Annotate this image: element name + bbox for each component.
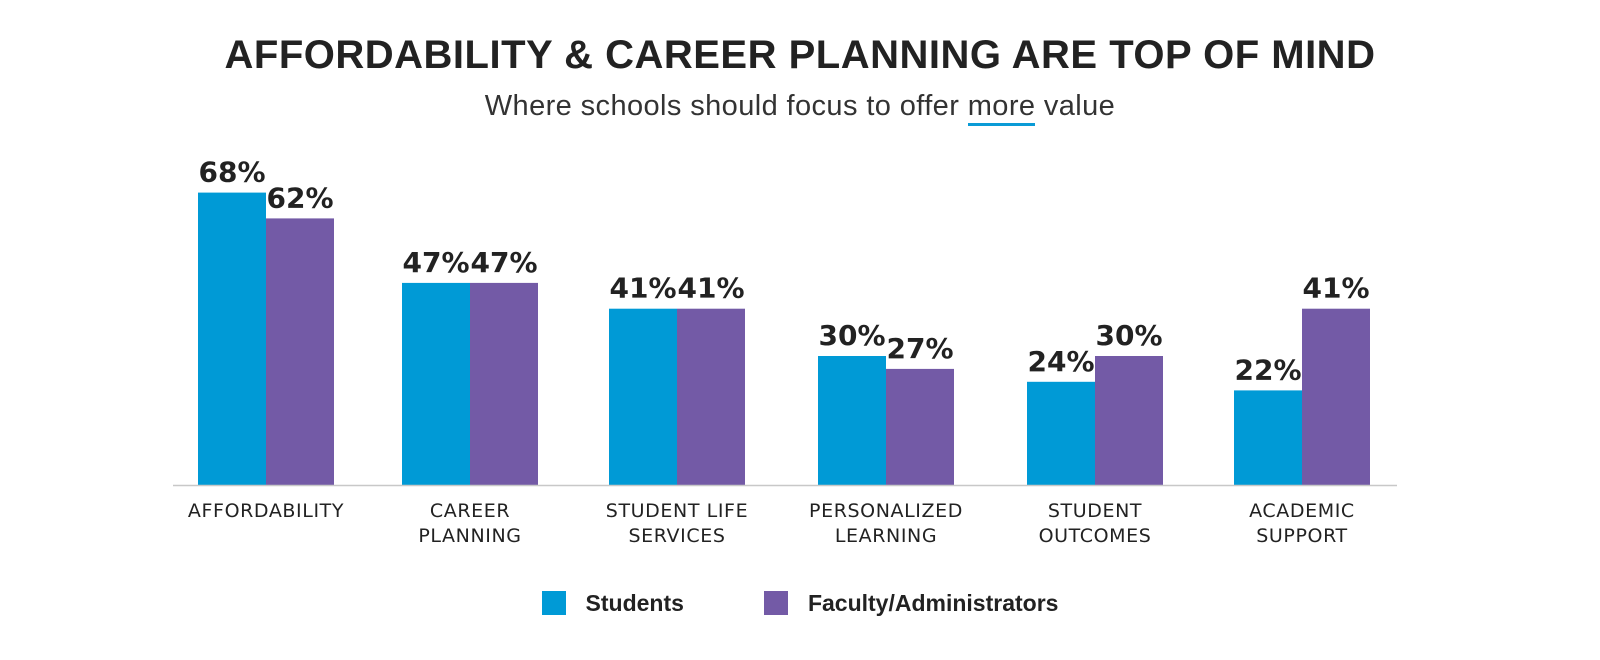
legend: Students Faculty/Administrators <box>0 585 1600 621</box>
legend-item-faculty: Faculty/Administrators <box>763 589 1059 617</box>
legend-swatch-students <box>541 591 566 615</box>
bar-faculty-3 <box>886 368 954 485</box>
value-label-faculty-1: 47% <box>470 246 537 279</box>
category-label-5-line-1: SUPPORT <box>1256 525 1347 547</box>
subtitle-text-start: Where schools should focus to offer <box>484 90 968 122</box>
legend-label-students: Students <box>585 589 684 616</box>
bar-faculty-0 <box>266 218 334 485</box>
value-label-faculty-3: 27% <box>886 332 953 365</box>
bar-plot: 68%62% AFFORDABILITY 47% 47% CAREER PLANNING 4… <box>173 156 1397 547</box>
value-label-students-5: 22% <box>1234 353 1301 386</box>
bar-faculty-1 <box>470 282 538 485</box>
category-label-4-line-0: STUDENT <box>1048 500 1142 522</box>
category-label-1-line-0: CAREER <box>430 500 510 522</box>
chart-title: AFFORDABILITY & CAREER PLANNING ARE TOP … <box>224 33 1376 77</box>
value-label-faculty-2: 41% <box>677 272 744 305</box>
category-label-5-line-0: ACADEMIC <box>1249 500 1355 522</box>
subtitle-text-end: value <box>1035 90 1116 122</box>
value-label-students-2: 41% <box>609 272 676 305</box>
category-label-3-line-0: PERSONALIZED <box>809 500 963 522</box>
category-label-2-line-1: SERVICES <box>629 525 726 547</box>
bar-faculty-5 <box>1302 308 1370 485</box>
value-label-students-3: 30% <box>818 319 885 352</box>
bar-students-2 <box>609 308 677 485</box>
value-label-students-1: 47% <box>402 246 469 279</box>
value-label-faculty-4: 30% <box>1095 319 1162 352</box>
category-label-0-line-0: AFFORDABILITY <box>188 500 344 522</box>
bar-students-4 <box>1027 381 1095 485</box>
subtitle-emphasis: more <box>967 90 1036 126</box>
legend-item-students: Students <box>541 589 684 617</box>
bar-faculty-4 <box>1095 356 1163 485</box>
category-label-1-line-1: PLANNING <box>418 525 521 547</box>
chart-subtitle: Where schools should focus to offer more… <box>0 90 1600 126</box>
legend-label-faculty: Faculty/Administrators <box>807 589 1059 616</box>
value-label-faculty-5: 41% <box>1302 272 1369 305</box>
category-label-2-line-0: STUDENT LIFE <box>606 500 748 522</box>
value-label-students-0: 68% <box>198 156 265 189</box>
value-label-students-4: 24% <box>1027 345 1094 378</box>
value-label-faculty-0: 62% <box>266 181 333 214</box>
bar-students-5 <box>1234 390 1302 485</box>
legend-swatch-faculty <box>763 591 788 615</box>
category-label-3-line-1: LEARNING <box>835 525 937 547</box>
bar-students-1 <box>402 282 470 485</box>
bar-students-3 <box>818 356 886 485</box>
bar-faculty-2 <box>677 308 745 485</box>
bar-students-0 <box>198 192 266 485</box>
category-label-4-line-1: OUTCOMES <box>1039 525 1152 547</box>
